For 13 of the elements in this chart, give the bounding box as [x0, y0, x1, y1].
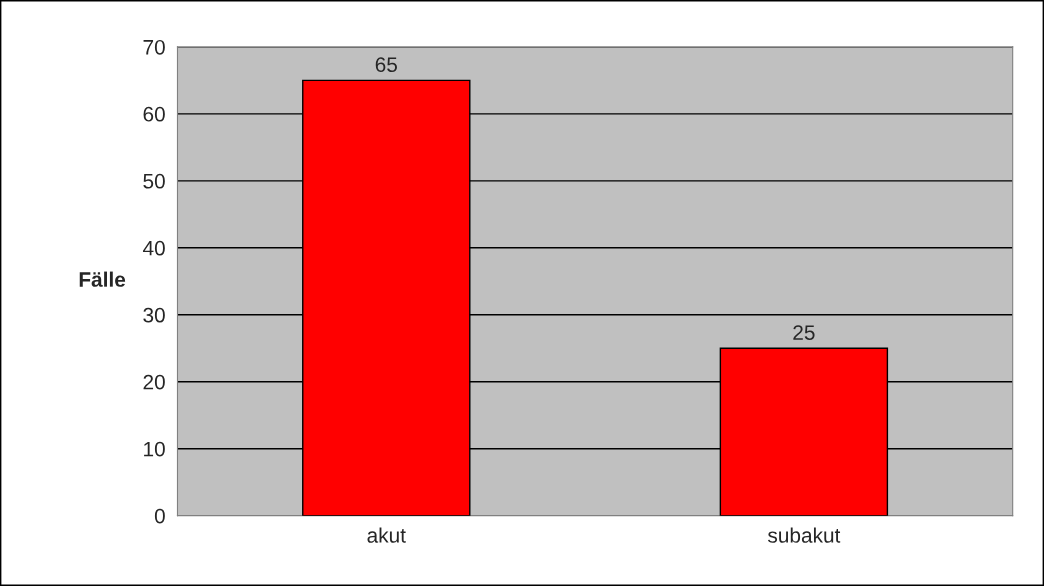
y-tick-label: 50: [143, 173, 165, 189]
y-tick-label: 20: [143, 374, 165, 390]
x-tick-label: akut: [367, 527, 406, 543]
y-tick-label: 30: [143, 307, 165, 323]
y-axis-title: Fälle: [79, 271, 126, 287]
x-tick-label: subakut: [767, 527, 841, 543]
y-tick-label: 60: [143, 106, 165, 122]
y-tick-label: 70: [143, 39, 165, 55]
data-label: 25: [793, 325, 815, 340]
y-tick-label: 40: [142, 240, 165, 256]
y-tick-label: 0: [154, 508, 165, 524]
data-label: 65: [375, 57, 397, 73]
y-tick-label: 10: [144, 441, 165, 457]
